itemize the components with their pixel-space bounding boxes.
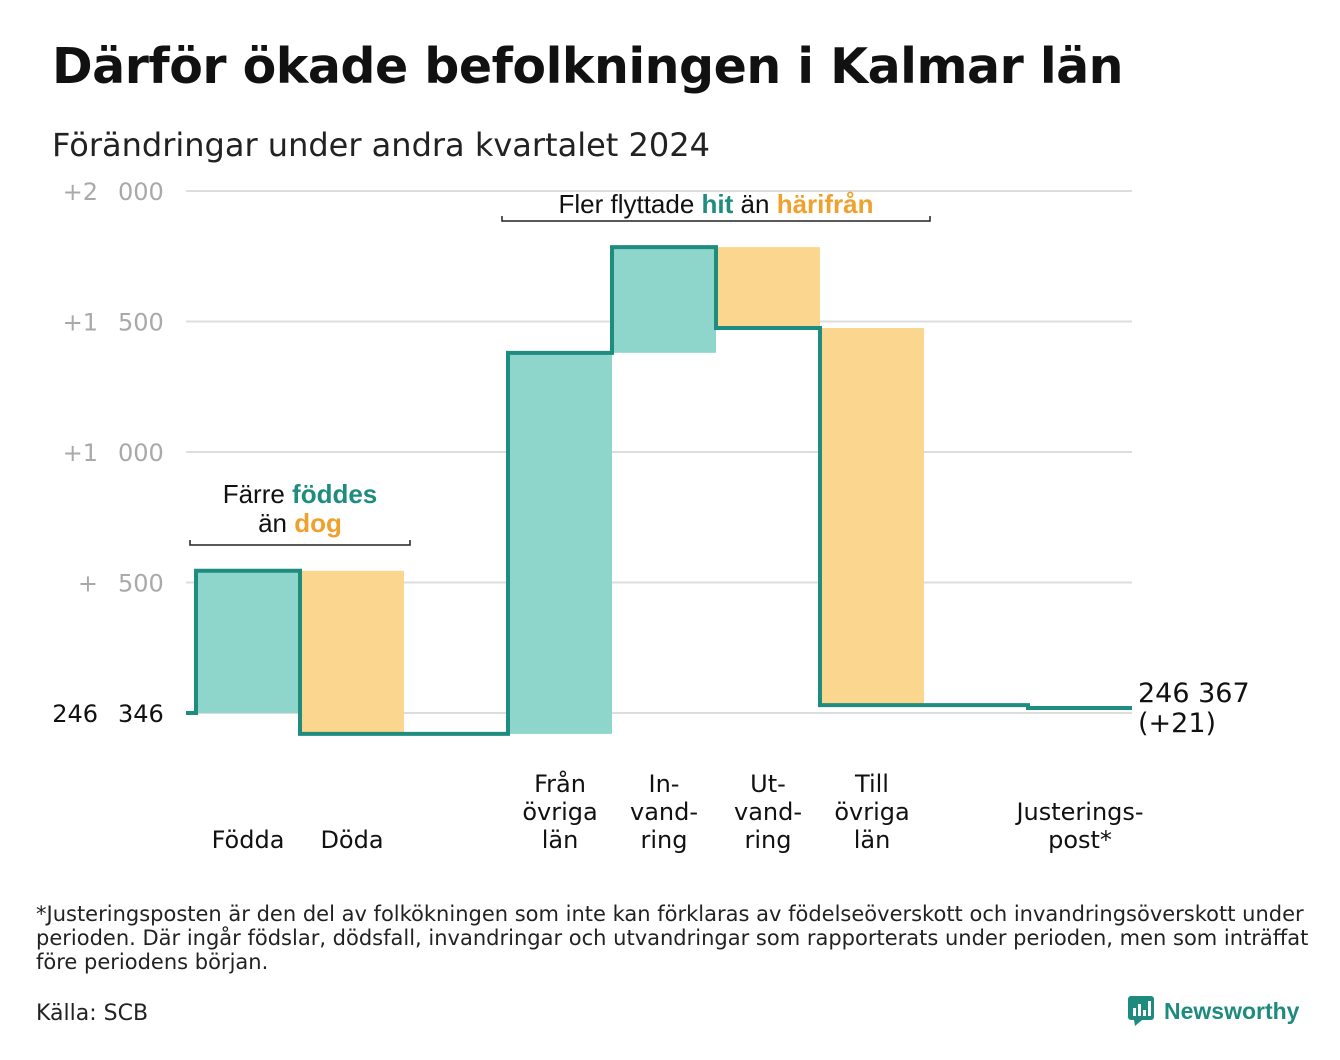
footnote: *Justeringsposten är den del av folkökni… (36, 902, 1309, 974)
cumulative-line (186, 245, 1132, 736)
category-label: ring (745, 826, 792, 854)
annotation-segment: Färre (223, 479, 292, 509)
newsworthy-logo-icon (1128, 996, 1154, 1026)
y-tick-label: 346 (118, 700, 164, 728)
category-label: vand- (734, 798, 802, 826)
y-tick-prefix: + (78, 570, 98, 598)
annotation-segment: hit (702, 189, 734, 219)
category-label: Från (534, 769, 586, 798)
category-label: ring (641, 826, 688, 854)
annotation-text: Fler flyttade hit än härifrån (558, 189, 873, 219)
waterfall-bar (508, 352, 612, 734)
annotation-segment: än (733, 189, 776, 219)
waterfall-bar (612, 247, 716, 353)
category-label: Döda (320, 826, 383, 854)
annotation-text: Färre föddes (223, 479, 378, 509)
y-tick-prefix: +1 (63, 309, 98, 337)
category-label: Till (854, 770, 889, 798)
brand-logo: Newsworthy (1128, 996, 1299, 1026)
annotation-segment: dog (294, 508, 342, 538)
waterfall-bar (716, 247, 820, 329)
category-label: län (854, 826, 891, 854)
waterfall-bar (820, 328, 924, 706)
category-label: In- (649, 770, 680, 798)
category-label: post* (1048, 826, 1112, 854)
y-tick-label: 500 (118, 570, 164, 598)
waterfall-bar (300, 570, 404, 734)
category-label: övriga (522, 798, 597, 826)
annotation-bracket (189, 540, 411, 546)
category-label: övriga (834, 798, 909, 826)
y-tick-prefix: +1 (63, 439, 98, 467)
category-label: Ut- (750, 770, 786, 798)
annotation-text: än dog (258, 508, 342, 538)
category-label: Justerings- (1014, 798, 1143, 826)
y-tick-label: 000 (118, 178, 164, 206)
category-label: vand- (630, 798, 698, 826)
annotation-segment: Fler flyttade (558, 189, 701, 219)
end-change-label: (+21) (1138, 708, 1216, 739)
annotation-segment: än (258, 508, 294, 538)
y-tick-label: 500 (118, 309, 164, 337)
chart-subtitle: Förändringar under andra kvartalet 2024 (52, 126, 710, 164)
annotation-bracket (501, 216, 931, 222)
annotation-segment: härifrån (777, 189, 874, 219)
end-value-label: 246 367 (1138, 678, 1250, 709)
brand-name: Newsworthy (1164, 997, 1300, 1024)
waterfall-chart: 246 346 + 500 +1 000 +1 500 +2 000 246 367(+21) Föd… (52, 178, 1250, 854)
y-tick-label: 000 (118, 439, 164, 467)
waterfall-bar (196, 570, 300, 713)
category-label: Födda (212, 826, 285, 854)
y-tick-prefix: +2 (63, 178, 98, 206)
category-label: län (542, 826, 579, 854)
chart-title: Därför ökade befolkningen i Kalmar län (52, 38, 1124, 95)
annotation-segment: föddes (292, 479, 377, 509)
y-tick-prefix: 246 (52, 700, 98, 728)
source-label: Källa: SCB (36, 1001, 149, 1026)
